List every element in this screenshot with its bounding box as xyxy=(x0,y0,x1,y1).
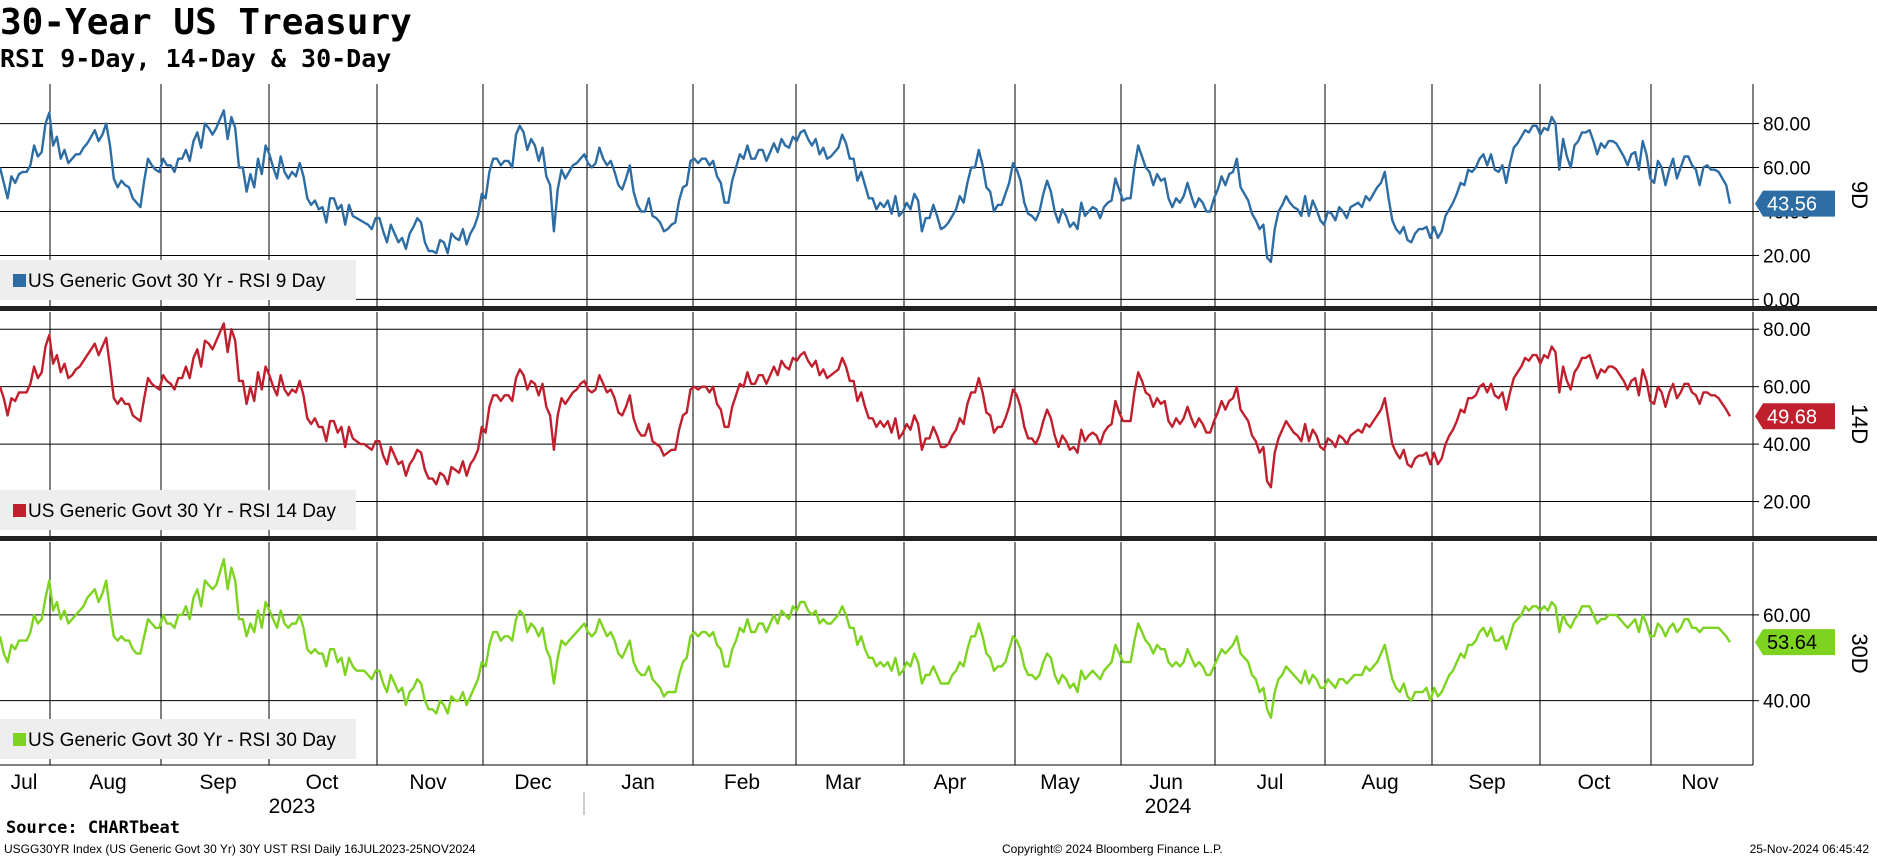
x-tick-label: Aug xyxy=(1361,771,1398,794)
legend-label: US Generic Govt 30 Yr - RSI 30 Day xyxy=(28,730,336,751)
series-line-9d xyxy=(0,109,1732,264)
panel-14d: 20.00 40.00 60.00 80.00 49.68 14D US Generic G… xyxy=(0,312,1872,536)
panel-axis-label-30d: 30D xyxy=(1847,633,1872,673)
x-tick-label: Jun xyxy=(1149,771,1183,794)
legend-background xyxy=(0,719,356,759)
legend-swatch xyxy=(13,274,26,287)
x-tick-label: Oct xyxy=(306,771,339,794)
chart-title: 30-Year US Treasury xyxy=(0,2,412,43)
panel-separator xyxy=(0,536,1877,541)
y-tick-label: 20.00 xyxy=(1763,493,1811,514)
legend-label: US Generic Govt 30 Yr - RSI 9 Day xyxy=(28,271,326,292)
x-tick-label: Feb xyxy=(724,771,760,794)
legend-14d: US Generic Govt 30 Yr - RSI 14 Day xyxy=(0,490,356,530)
copyright: Copyright© 2024 Bloomberg Finance L.P. xyxy=(1002,842,1223,856)
legend-background xyxy=(0,260,356,300)
legend-swatch xyxy=(13,504,26,517)
legend-9d: US Generic Govt 30 Yr - RSI 9 Day xyxy=(0,260,356,300)
last-value-9d: 43.56 xyxy=(1767,194,1817,216)
legend-swatch xyxy=(13,733,26,746)
y-tick-label: 80.00 xyxy=(1763,115,1811,136)
source-note: Source: CHARTbeat xyxy=(6,818,180,838)
panel-30d: 40.00 60.00 53.64 30D US Generic Govt 30 Yr … xyxy=(0,542,1872,765)
last-value-tag-14d xyxy=(1755,403,1835,430)
x-year-label: 2024 xyxy=(1145,795,1192,818)
x-tick-label: Jul xyxy=(11,771,38,794)
series-line-30d xyxy=(0,558,1732,719)
x-tick-label: Nov xyxy=(1681,771,1719,794)
x-tick-label: Sep xyxy=(1468,771,1505,794)
y-tick-label: 60.00 xyxy=(1763,606,1811,627)
x-tick-label: Apr xyxy=(934,771,967,794)
panel-axis-label-14d: 14D xyxy=(1847,404,1872,444)
x-tick-label: Nov xyxy=(409,771,447,794)
panel-axis-label-9d: 9D xyxy=(1847,181,1872,209)
legend-label: US Generic Govt 30 Yr - RSI 14 Day xyxy=(28,501,336,522)
legend-background xyxy=(0,490,356,530)
y-tick-label: 20.00 xyxy=(1763,246,1811,267)
last-value-tag-9d xyxy=(1755,190,1835,217)
panel-separator xyxy=(0,306,1877,311)
x-tick-label: Mar xyxy=(825,771,861,794)
y-tick-label: 60.00 xyxy=(1763,378,1811,399)
x-tick-label: Jul xyxy=(1257,771,1284,794)
series-line-14d xyxy=(0,322,1732,489)
last-value-14d: 49.68 xyxy=(1767,406,1817,428)
y-tick-label: 80.00 xyxy=(1763,320,1811,341)
y-tick-label: 60.00 xyxy=(1763,159,1811,180)
x-tick-label: Oct xyxy=(1578,771,1611,794)
x-tick-label: Jan xyxy=(621,771,655,794)
chart-subtitle: RSI 9-Day, 14-Day & 30-Day xyxy=(0,44,392,73)
x-tick-label: May xyxy=(1040,771,1080,794)
x-tick-label: Dec xyxy=(514,771,551,794)
last-value-tag-30d xyxy=(1755,629,1835,656)
index-info: USGG30YR Index (US Generic Govt 30 Yr) 3… xyxy=(4,842,476,856)
y-tick-label: 40.00 xyxy=(1763,692,1811,713)
timestamp: 25-Nov-2024 06:45:42 xyxy=(1749,842,1869,856)
last-value-30d: 53.64 xyxy=(1767,632,1817,654)
x-tick-label: Aug xyxy=(89,771,126,794)
x-tick-label: Sep xyxy=(199,771,236,794)
y-tick-label: 40.00 xyxy=(1763,435,1811,456)
x-year-label: 2023 xyxy=(269,795,316,818)
legend-30d: US Generic Govt 30 Yr - RSI 30 Day xyxy=(0,719,356,759)
